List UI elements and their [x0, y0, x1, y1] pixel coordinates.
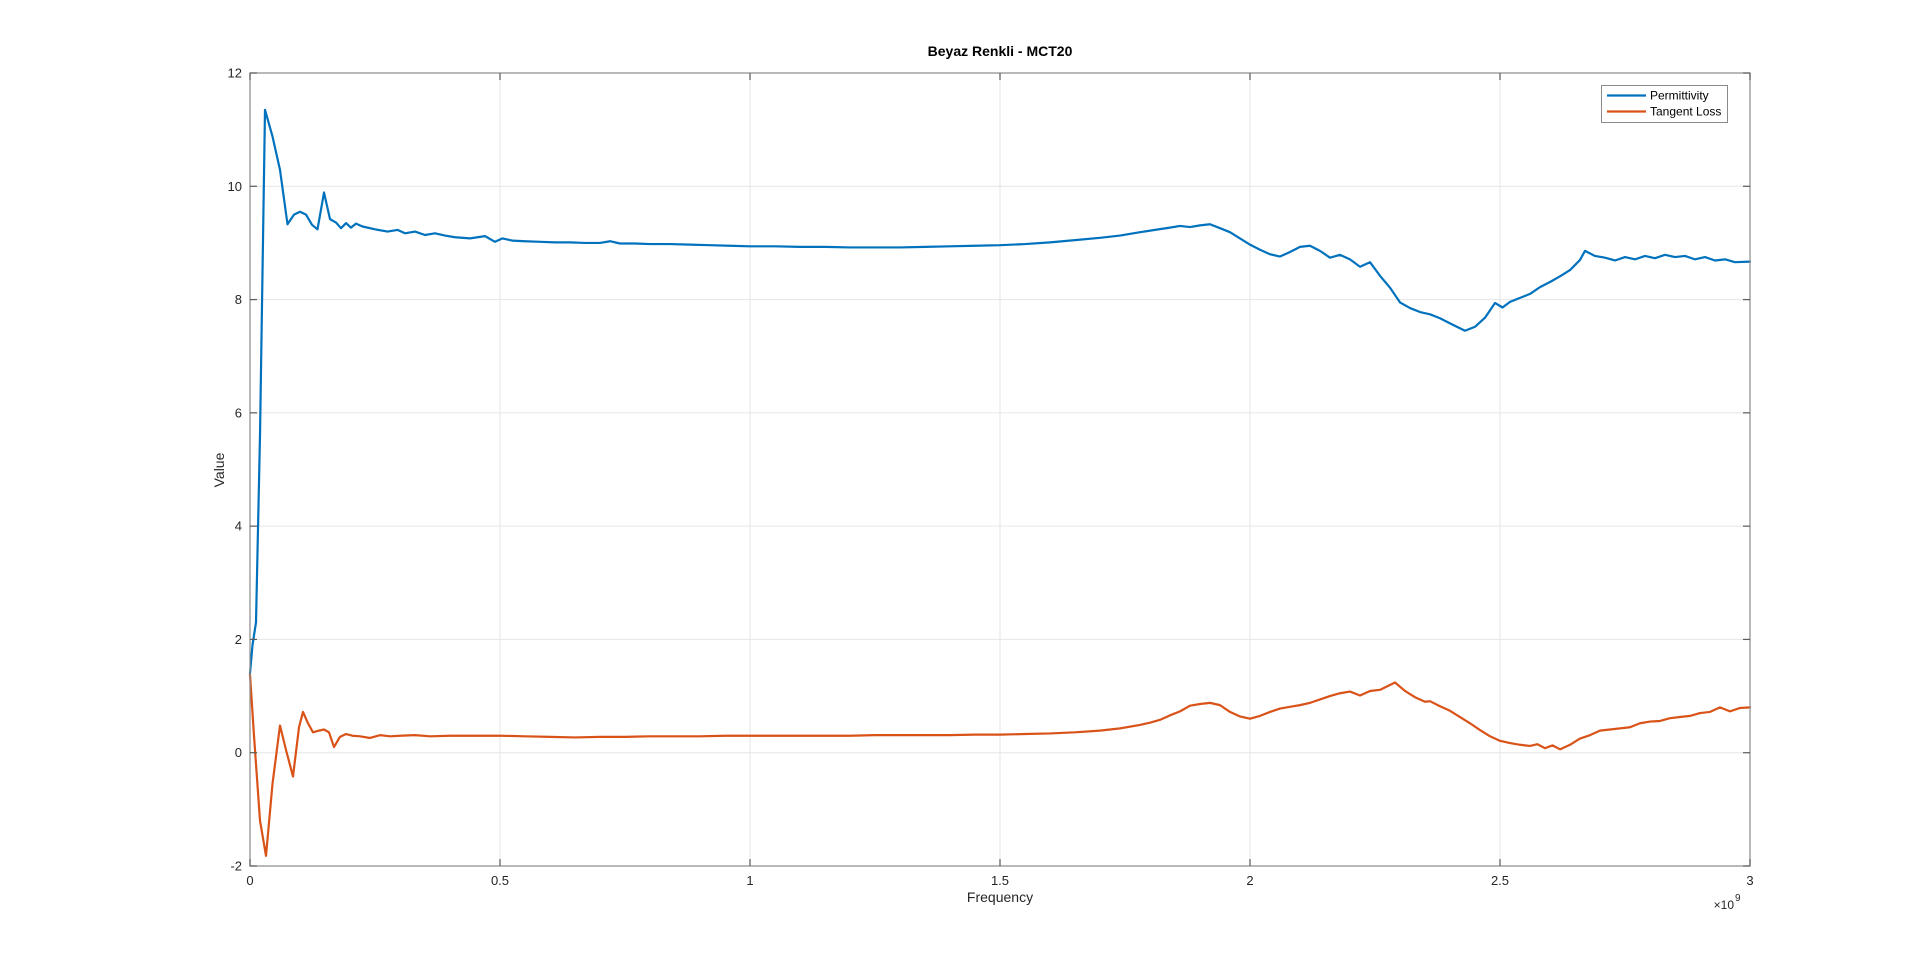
- x-axis-multiplier-exponent: 9: [1735, 893, 1741, 904]
- y-tick-label: 0: [235, 745, 242, 760]
- x-tick-label: 3: [1746, 873, 1753, 888]
- chart-title: Beyaz Renkli - MCT20: [928, 43, 1073, 59]
- axis-tick-labels: 0 0.5 1 1.5 2 2.5 3 -2 0 2 4 6 8 10 12: [228, 66, 1754, 889]
- y-tick-label: 2: [235, 632, 242, 647]
- y-tick-label: 10: [228, 179, 242, 194]
- x-tick-label: 1.5: [991, 873, 1009, 888]
- x-tick-label: 0.5: [491, 873, 509, 888]
- y-tick-label: -2: [230, 859, 242, 874]
- x-axis-multiplier-base: ×10: [1714, 898, 1735, 912]
- series-line-tangent-loss: [248, 673, 1752, 857]
- legend: Permittivity Tangent Loss: [1601, 85, 1728, 123]
- gridlines: [250, 73, 1750, 866]
- axis-ticks: [249, 72, 1751, 867]
- x-axis-label: Frequency: [967, 889, 1033, 905]
- legend-box: [1601, 85, 1728, 123]
- y-tick-label: 4: [235, 519, 242, 534]
- legend-permittivity-label: Permittivity: [1650, 89, 1709, 103]
- series-line-permittivity: [248, 108, 1752, 675]
- y-axis-label: Value: [211, 452, 227, 487]
- x-tick-label: 2: [1246, 873, 1253, 888]
- y-tick-label: 6: [235, 405, 242, 420]
- legend-tangent-loss-label: Tangent Loss: [1650, 105, 1721, 119]
- x-tick-label: 1: [746, 873, 753, 888]
- x-tick-label: 2.5: [1491, 873, 1509, 888]
- data-series: [248, 108, 1752, 857]
- y-tick-label: 12: [228, 66, 242, 81]
- x-tick-label: 0: [246, 873, 253, 888]
- y-tick-label: 8: [235, 292, 242, 307]
